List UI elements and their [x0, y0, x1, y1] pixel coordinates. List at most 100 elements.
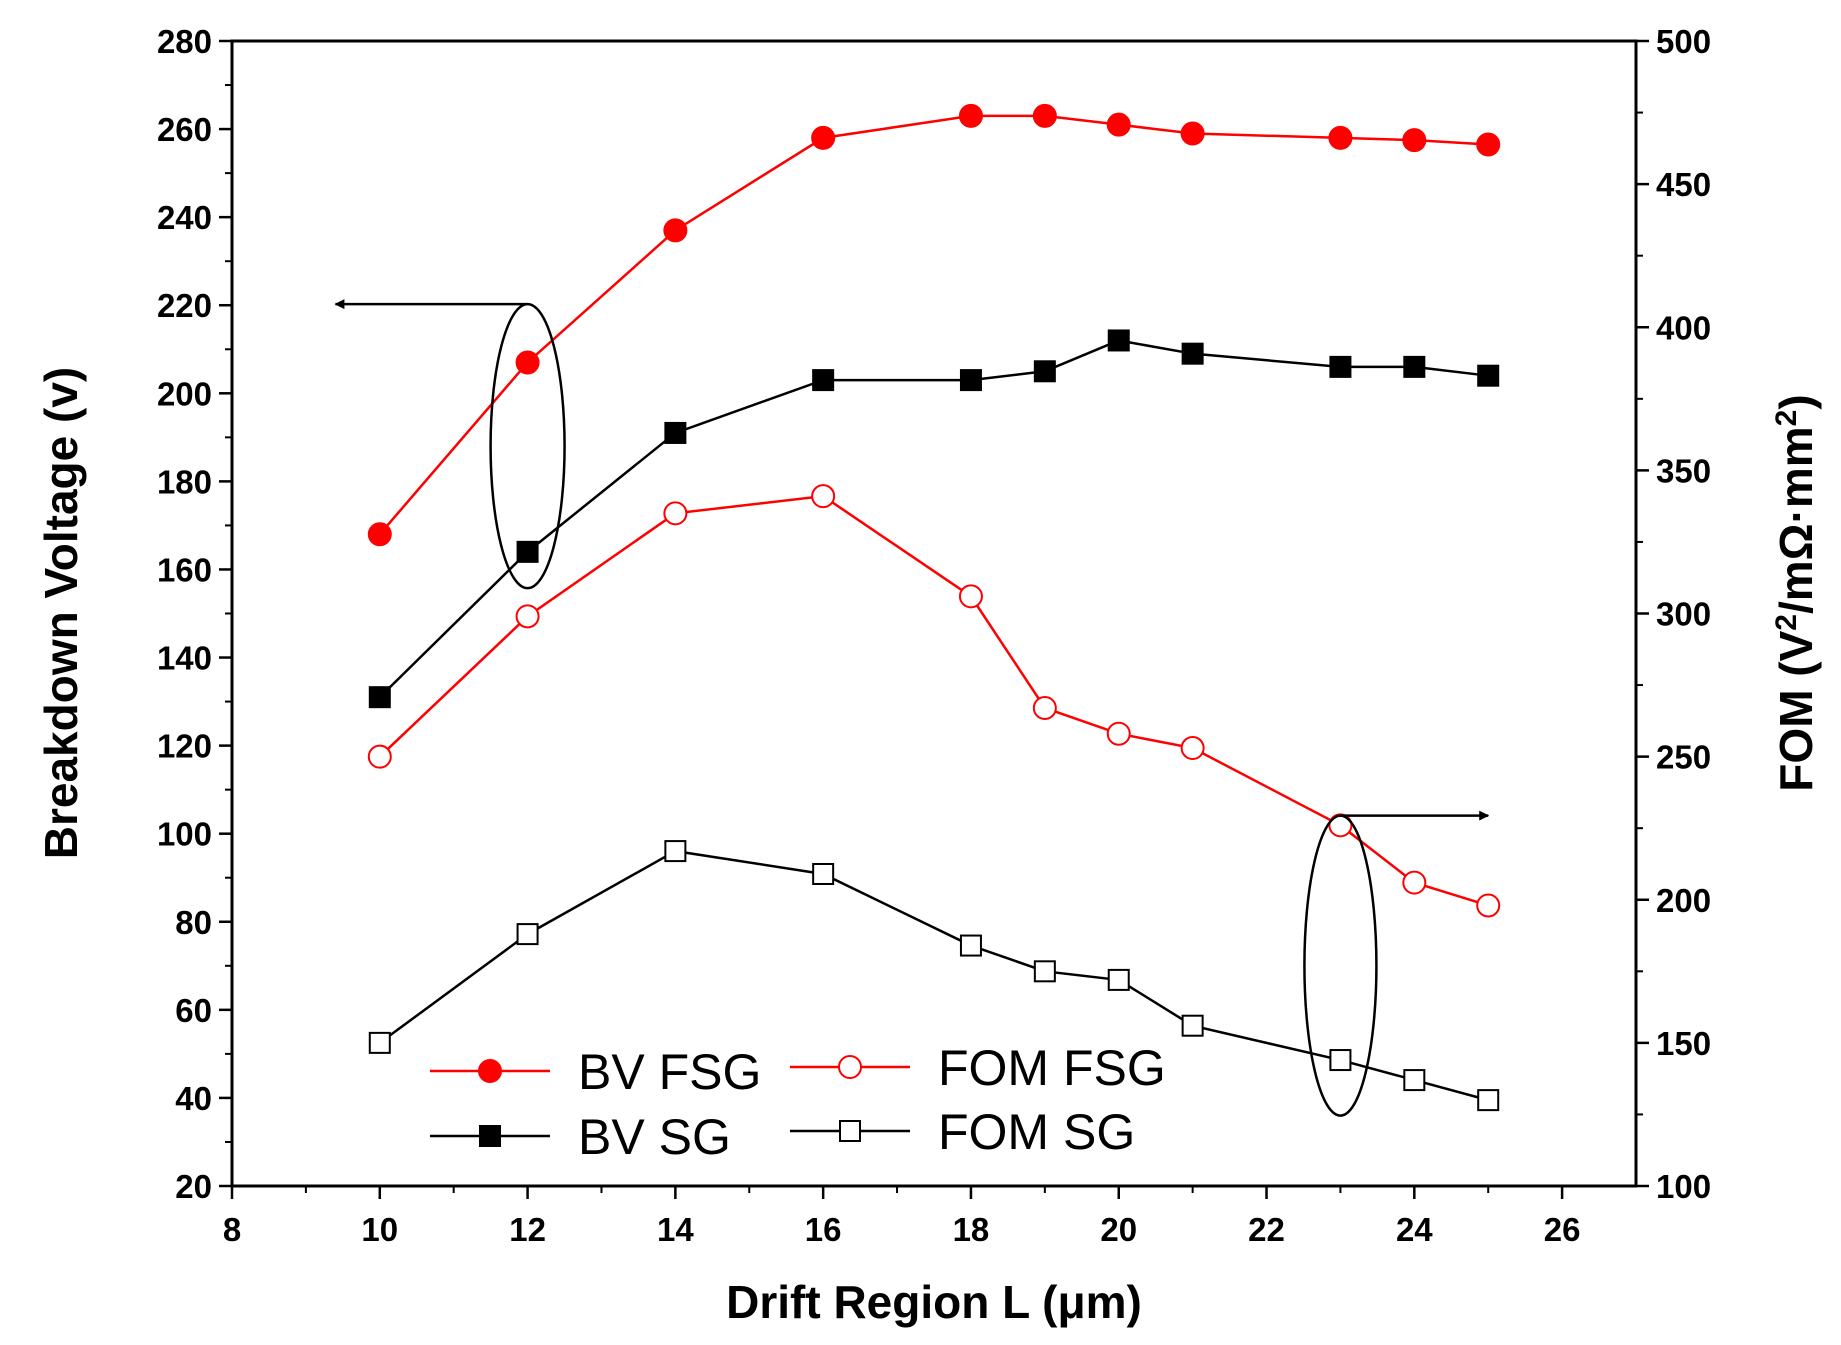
- right-y-tick-label: 250: [1656, 739, 1711, 776]
- legend-item-bv-sg: BV SG: [430, 1109, 731, 1165]
- left-axis-title: Breakdown Voltage (v): [35, 367, 87, 859]
- legend-label-bv-sg: BV SG: [578, 1109, 731, 1165]
- data-point-bv-fsg: [367, 522, 392, 547]
- data-point-bv-sg: [1403, 355, 1426, 378]
- legend-marker-bv-sg: [479, 1125, 501, 1147]
- data-point-fom-sg: [1329, 1049, 1352, 1072]
- series-bv-fsg: [367, 103, 1501, 547]
- data-point-bv-fsg: [1106, 112, 1131, 137]
- x-tick-label: 10: [361, 1211, 398, 1248]
- data-point-fom-fsg: [367, 744, 392, 769]
- data-point-fom-sg: [516, 923, 539, 946]
- data-point-bv-sg: [1477, 364, 1500, 387]
- series-line-bv-sg: [378, 339, 1489, 699]
- data-point-fom-fsg: [811, 484, 836, 509]
- data-point-bv-fsg: [1476, 132, 1501, 157]
- right-y-tick-label: 100: [1656, 1168, 1711, 1205]
- data-point-fom-sg: [1107, 968, 1130, 991]
- right-y-tick-label: 500: [1656, 23, 1711, 60]
- legend-item-fom-fsg: FOM FSG: [790, 1040, 1166, 1096]
- data-point-fom-fsg: [1402, 870, 1427, 895]
- data-point-fom-sg: [1403, 1069, 1426, 1092]
- x-axis-title: Drift Region L (μm): [726, 1276, 1142, 1328]
- data-point-fom-sg: [664, 840, 687, 863]
- data-point-fom-sg: [1181, 1014, 1204, 1037]
- data-point-fom-fsg: [1476, 893, 1501, 918]
- data-point-bv-sg: [1033, 360, 1056, 383]
- x-tick-label: 16: [805, 1211, 842, 1248]
- left-y-tick-label: 180: [157, 463, 212, 500]
- left-y-tick-label: 40: [175, 1080, 212, 1117]
- series-layer: [367, 103, 1501, 1112]
- data-point-bv-fsg: [1402, 128, 1427, 153]
- x-tick-label: 24: [1396, 1211, 1433, 1248]
- left-y-tick-label: 60: [175, 992, 212, 1029]
- left-y-tick-label: 80: [175, 904, 212, 941]
- x-tick-label: 14: [657, 1211, 694, 1248]
- left-y-tick-label: 260: [157, 111, 212, 148]
- series-fom-sg: [368, 840, 1500, 1112]
- data-point-bv-sg: [1329, 355, 1352, 378]
- left-y-tick-label: 280: [157, 23, 212, 60]
- legend-label-bv-fsg: BV FSG: [578, 1044, 761, 1100]
- x-tick-label: 26: [1544, 1211, 1581, 1248]
- right-axis-title: FOM (V2/mΩ·mm2): [1770, 394, 1823, 791]
- data-point-bv-sg: [664, 421, 687, 444]
- axis-ticks: [219, 39, 1649, 1199]
- legend-label-fom-fsg: FOM FSG: [938, 1040, 1166, 1096]
- left-y-tick-label: 140: [157, 640, 212, 677]
- right-y-tick-label: 300: [1656, 596, 1711, 633]
- right-y-tick-label: 450: [1656, 166, 1711, 203]
- data-point-fom-sg: [812, 862, 835, 885]
- x-tick-label: 8: [223, 1211, 241, 1248]
- data-point-fom-sg: [1477, 1089, 1500, 1112]
- x-tick-label: 12: [509, 1211, 546, 1248]
- axis-tick-labels: 8 10 12 14 16 18 20 22 24 26 20 40 60 80 100 120 140 160 1…: [157, 23, 1711, 1248]
- data-point-bv-fsg: [1328, 125, 1353, 150]
- data-point-bv-sg: [1181, 342, 1204, 365]
- left-y-tick-label: 200: [157, 375, 212, 412]
- right-y-tick-label: 350: [1656, 452, 1711, 489]
- data-point-bv-sg: [812, 369, 835, 392]
- legend-marker-bv-fsg: [478, 1059, 502, 1083]
- plot-frame: [230, 39, 1638, 1188]
- data-point-bv-sg: [516, 540, 539, 563]
- data-point-bv-fsg: [1032, 103, 1057, 128]
- data-point-bv-fsg: [515, 350, 540, 375]
- legend-label-fom-sg: FOM SG: [938, 1104, 1135, 1160]
- data-point-bv-fsg: [958, 103, 983, 128]
- data-point-fom-fsg: [1106, 721, 1131, 746]
- legend-item-fom-sg: FOM SG: [790, 1104, 1135, 1160]
- data-point-bv-sg: [1107, 329, 1130, 352]
- annotation-layer: [334, 299, 1490, 1117]
- data-point-fom-fsg: [663, 501, 688, 526]
- left-y-tick-label: 160: [157, 551, 212, 588]
- data-point-fom-fsg: [1180, 736, 1205, 761]
- data-point-fom-fsg: [1328, 813, 1353, 838]
- legend: BV FSG FOM FSG BV SG FOM SG: [430, 1040, 1166, 1165]
- right-y-tick-label: 150: [1656, 1025, 1711, 1062]
- data-point-fom-fsg: [515, 604, 540, 629]
- data-point-fom-fsg: [958, 584, 983, 609]
- data-point-bv-fsg: [663, 218, 688, 243]
- left-y-tick-label: 120: [157, 728, 212, 765]
- legend-marker-fom-fsg: [838, 1055, 862, 1079]
- right-y-tick-label: 200: [1656, 882, 1711, 919]
- data-point-fom-sg: [959, 934, 982, 957]
- legend-marker-fom-sg: [839, 1120, 861, 1142]
- series-fom-fsg: [367, 484, 1501, 918]
- data-point-bv-sg: [368, 686, 391, 709]
- left-y-tick-label: 240: [157, 199, 212, 236]
- data-point-bv-fsg: [1180, 121, 1205, 146]
- x-tick-label: 20: [1100, 1211, 1137, 1248]
- left-y-tick-label: 100: [157, 816, 212, 853]
- series-bv-sg: [368, 329, 1500, 709]
- data-point-bv-sg: [959, 369, 982, 392]
- data-point-fom-sg: [1033, 960, 1056, 983]
- data-point-fom-sg: [368, 1031, 391, 1054]
- x-tick-label: 18: [953, 1211, 990, 1248]
- data-point-bv-fsg: [811, 125, 836, 150]
- series-line-fom-fsg: [378, 494, 1489, 907]
- left-y-tick-label: 20: [175, 1168, 212, 1205]
